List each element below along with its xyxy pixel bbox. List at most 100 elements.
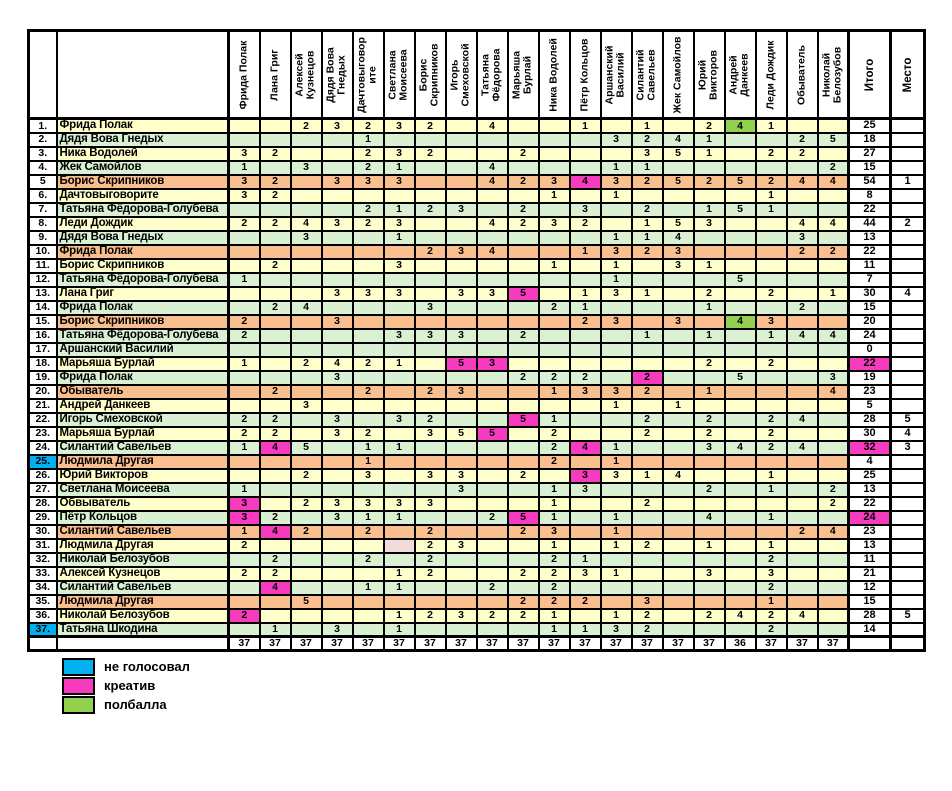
- vote-cell[interactable]: [537, 117, 571, 134]
- vote-cell[interactable]: [537, 201, 571, 218]
- vote-cell[interactable]: [227, 285, 261, 302]
- itogo-cell[interactable]: 24: [847, 327, 892, 344]
- vote-cell[interactable]: 3: [413, 425, 447, 442]
- vote-cell[interactable]: 3: [351, 285, 385, 302]
- vote-cell[interactable]: [692, 579, 726, 596]
- vote-cell[interactable]: 1: [227, 271, 261, 288]
- vote-cell[interactable]: [692, 229, 726, 246]
- participant-name[interactable]: Татьяна Фёдорова-Голубева: [55, 327, 230, 344]
- voter-header-1[interactable]: Фрида Полак: [227, 29, 261, 120]
- vote-cell[interactable]: [692, 341, 726, 358]
- participant-name[interactable]: Николай Белозубов: [55, 607, 230, 624]
- itogo-cell[interactable]: 27: [847, 145, 892, 162]
- vote-cell[interactable]: 1: [599, 187, 633, 204]
- vote-cell[interactable]: [320, 131, 354, 148]
- vote-cell[interactable]: [723, 229, 757, 246]
- vote-cell[interactable]: [227, 621, 261, 638]
- vote-cell[interactable]: [537, 243, 571, 260]
- vote-cell[interactable]: [630, 341, 664, 358]
- vote-cell[interactable]: [630, 551, 664, 568]
- vote-cell[interactable]: [785, 257, 819, 274]
- vote-cell[interactable]: [816, 397, 850, 414]
- vote-cell[interactable]: [413, 257, 447, 274]
- vote-cell[interactable]: [723, 425, 757, 442]
- mesto-cell[interactable]: [889, 551, 926, 568]
- vote-cell[interactable]: [227, 383, 261, 400]
- vote-cell[interactable]: 1: [692, 383, 726, 400]
- vote-cell[interactable]: [785, 117, 819, 134]
- vote-cell[interactable]: 1: [537, 621, 571, 638]
- vote-cell[interactable]: 3: [413, 467, 447, 484]
- vote-cell[interactable]: 3: [382, 117, 416, 134]
- vote-cell[interactable]: [320, 299, 354, 316]
- column-total-cell[interactable]: 37: [661, 635, 695, 652]
- participant-name[interactable]: Дядя Вова Гнедых: [55, 131, 230, 148]
- vote-cell[interactable]: [258, 229, 292, 246]
- vote-cell[interactable]: [754, 257, 788, 274]
- vote-cell[interactable]: [785, 425, 819, 442]
- vote-cell[interactable]: [320, 467, 354, 484]
- mesto-cell[interactable]: [889, 565, 926, 582]
- mesto-cell[interactable]: 2: [889, 215, 926, 232]
- vote-cell[interactable]: [568, 397, 602, 414]
- vote-cell[interactable]: 1: [382, 159, 416, 176]
- vote-cell[interactable]: [289, 145, 323, 162]
- row-number[interactable]: 29.: [27, 509, 58, 526]
- vote-cell[interactable]: [413, 369, 447, 386]
- itogo-cell[interactable]: 23: [847, 383, 892, 400]
- vote-cell[interactable]: 1: [568, 117, 602, 134]
- vote-cell[interactable]: [661, 579, 695, 596]
- vote-cell[interactable]: [723, 537, 757, 554]
- vote-cell[interactable]: [506, 131, 540, 148]
- vote-cell[interactable]: 4: [816, 383, 850, 400]
- vote-cell[interactable]: 1: [537, 495, 571, 512]
- vote-cell[interactable]: [320, 593, 354, 610]
- vote-cell[interactable]: [413, 313, 447, 330]
- vote-cell[interactable]: [537, 397, 571, 414]
- participant-name[interactable]: Николай Белозубов: [55, 551, 230, 568]
- vote-cell[interactable]: 2: [506, 145, 540, 162]
- vote-cell[interactable]: [661, 327, 695, 344]
- vote-cell[interactable]: [661, 425, 695, 442]
- vote-cell[interactable]: 1: [258, 621, 292, 638]
- mesto-cell[interactable]: [889, 355, 926, 372]
- vote-cell[interactable]: 3: [320, 495, 354, 512]
- vote-cell[interactable]: 4: [692, 509, 726, 526]
- voter-header-18[interactable]: Леди Дождик: [754, 29, 788, 120]
- vote-cell[interactable]: 1: [382, 607, 416, 624]
- vote-cell[interactable]: 1: [599, 523, 633, 540]
- vote-cell[interactable]: 1: [692, 327, 726, 344]
- vote-cell[interactable]: 2: [692, 117, 726, 134]
- mesto-cell[interactable]: [889, 327, 926, 344]
- column-total-cell[interactable]: 37: [754, 635, 788, 652]
- vote-cell[interactable]: 4: [258, 523, 292, 540]
- vote-cell[interactable]: 3: [599, 383, 633, 400]
- vote-cell[interactable]: 3: [630, 593, 664, 610]
- vote-cell[interactable]: [258, 481, 292, 498]
- vote-cell[interactable]: 4: [785, 607, 819, 624]
- vote-cell[interactable]: 2: [506, 607, 540, 624]
- itogo-cell[interactable]: 22: [847, 355, 892, 372]
- vote-cell[interactable]: 3: [320, 117, 354, 134]
- vote-cell[interactable]: [816, 579, 850, 596]
- vote-cell[interactable]: 2: [754, 285, 788, 302]
- vote-cell[interactable]: [754, 523, 788, 540]
- row-number[interactable]: 5: [27, 173, 58, 190]
- participant-name[interactable]: Лана Григ: [55, 285, 230, 302]
- vote-cell[interactable]: [506, 159, 540, 176]
- vote-cell[interactable]: [723, 383, 757, 400]
- vote-cell[interactable]: [537, 285, 571, 302]
- vote-cell[interactable]: [661, 495, 695, 512]
- row-number[interactable]: 31.: [27, 537, 58, 554]
- vote-cell[interactable]: [475, 131, 509, 148]
- vote-cell[interactable]: 3: [227, 187, 261, 204]
- vote-cell[interactable]: [475, 201, 509, 218]
- vote-cell[interactable]: 3: [320, 313, 354, 330]
- vote-cell[interactable]: [475, 495, 509, 512]
- vote-cell[interactable]: [723, 145, 757, 162]
- participant-name[interactable]: Силантий Савельев: [55, 439, 230, 456]
- vote-cell[interactable]: [723, 453, 757, 470]
- vote-cell[interactable]: [382, 383, 416, 400]
- vote-cell[interactable]: [382, 397, 416, 414]
- vote-cell[interactable]: 3: [785, 229, 819, 246]
